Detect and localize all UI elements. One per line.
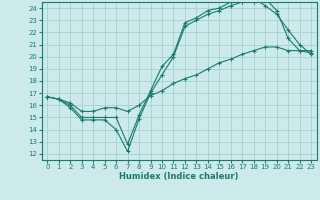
X-axis label: Humidex (Indice chaleur): Humidex (Indice chaleur) bbox=[119, 172, 239, 181]
